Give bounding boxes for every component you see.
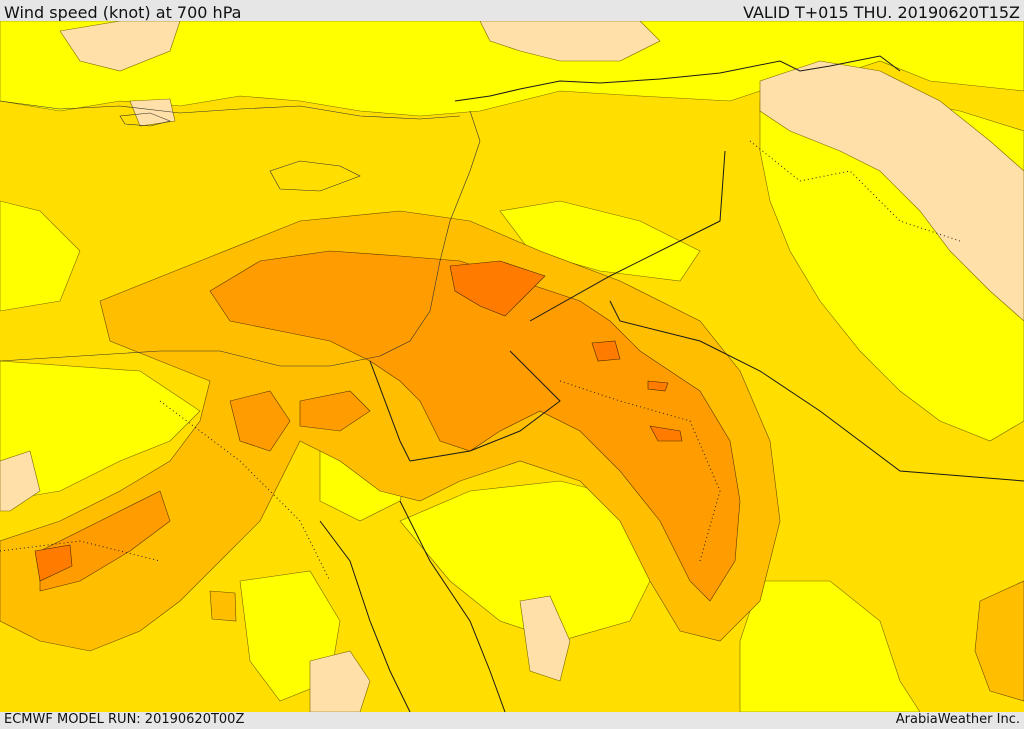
wind-speed-map bbox=[0, 21, 1024, 712]
coastlines bbox=[0, 100, 481, 367]
red-sea-east-coast bbox=[399, 500, 506, 712]
light-wind-arabia bbox=[399, 480, 661, 642]
header-bar: Wind speed (knot) at 700 hPa VALID T+015… bbox=[0, 0, 1024, 22]
fresh-east-patch bbox=[974, 580, 1024, 702]
dotted-boundaries bbox=[0, 140, 961, 582]
valid-time: VALID T+015 THU. 20190620T15Z bbox=[743, 3, 1020, 22]
borders bbox=[319, 55, 1024, 712]
calm-sea-speck bbox=[129, 98, 176, 127]
very-strong-iraq-2 bbox=[647, 380, 669, 392]
turkey-syria-border bbox=[454, 55, 901, 102]
light-wind-south-east bbox=[739, 580, 921, 712]
cyprus bbox=[269, 160, 361, 192]
strong-wind-areas bbox=[39, 250, 741, 602]
saudi-iraq-border bbox=[609, 300, 1024, 482]
light-wind-west bbox=[0, 200, 81, 312]
fresh-egypt-patch bbox=[209, 590, 237, 622]
map-title: Wind speed (knot) at 700 hPa bbox=[4, 3, 242, 22]
strong-libya bbox=[39, 490, 171, 592]
very-strong-jordan bbox=[449, 260, 546, 317]
syria-iraq-border bbox=[529, 150, 726, 322]
dotted-libya bbox=[0, 540, 161, 562]
turkey-coast bbox=[0, 100, 461, 120]
very-strong-wind-areas bbox=[34, 260, 683, 582]
calm-northwest bbox=[59, 21, 181, 72]
jordan-saudi-border bbox=[409, 350, 561, 462]
red-sea-west-coast bbox=[319, 520, 411, 712]
footer-bar: ECMWF MODEL RUN: 20190620T00Z ArabiaWeat… bbox=[0, 712, 1024, 729]
very-strong-iraq-3 bbox=[649, 425, 683, 442]
very-strong-iraq-1 bbox=[591, 340, 621, 362]
egypt-libya-border bbox=[369, 360, 411, 462]
dotted-saudi-regions bbox=[559, 380, 721, 562]
light-wind-north bbox=[0, 21, 1024, 117]
strong-egypt bbox=[229, 390, 291, 452]
calm-turkey bbox=[479, 21, 661, 62]
calm-hijaz bbox=[519, 595, 571, 682]
calm-wind-areas bbox=[0, 21, 1024, 712]
very-strong-libya bbox=[34, 544, 73, 582]
calm-libya-south bbox=[0, 450, 41, 512]
model-run-label: ECMWF MODEL RUN: 20190620T00Z bbox=[4, 712, 245, 727]
med-south-coast bbox=[0, 110, 481, 367]
crete bbox=[119, 112, 171, 127]
calm-sudan bbox=[309, 650, 371, 712]
calm-iran bbox=[759, 60, 1024, 322]
credit-label: ArabiaWeather Inc. bbox=[895, 712, 1020, 727]
strong-delta bbox=[299, 390, 371, 432]
